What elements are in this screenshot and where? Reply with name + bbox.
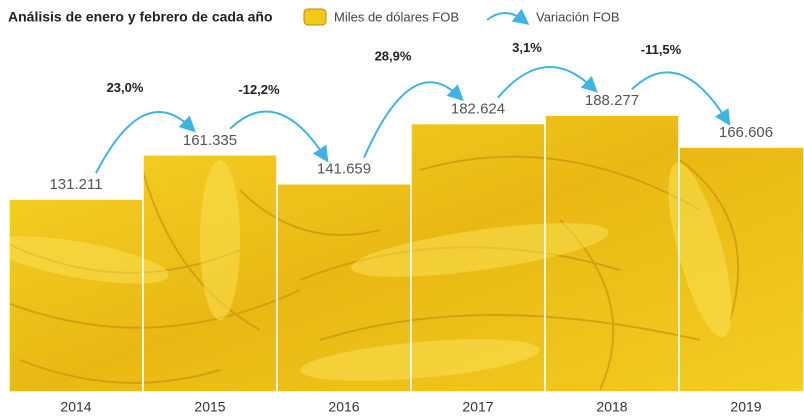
variation-arrow (497, 66, 598, 99)
value-label: 161.335 (183, 132, 237, 149)
x-tick-label: 2015 (194, 399, 225, 415)
value-label: 182.624 (451, 101, 505, 118)
variation-arrow (229, 110, 329, 163)
x-tick-label: 2014 (60, 399, 91, 415)
value-label: 131.211 (49, 176, 102, 193)
variation-arrow (631, 71, 731, 126)
value-label: 141.659 (317, 161, 371, 178)
legend-swatch (486, 8, 530, 25)
bar (276, 183, 412, 393)
x-tick-label: 2017 (462, 399, 493, 415)
chart-title: Análisis de enero y febrero de cada año (8, 9, 273, 25)
variation-label: -12,2% (238, 82, 280, 97)
value-label: 166.606 (719, 124, 773, 141)
x-tick-label: 2018 (596, 399, 627, 415)
variation-label: 28,9% (375, 48, 412, 63)
bar (142, 154, 278, 393)
variation-label: 23,0% (107, 80, 144, 95)
bar (410, 122, 546, 393)
variation-label: -11,5% (641, 42, 682, 57)
x-tick-label: 2019 (730, 399, 761, 415)
x-tick-label: 2016 (328, 399, 359, 415)
legend: Miles de dólares FOB Variación FOB (303, 8, 620, 26)
variation-label: 3,1% (512, 40, 542, 55)
bar (544, 114, 680, 393)
variation-arrow (95, 111, 196, 174)
legend-label: Variación FOB (536, 9, 620, 24)
bar (678, 146, 804, 393)
variation-arrow (363, 81, 464, 159)
bar (8, 198, 144, 393)
value-label: 188.277 (585, 92, 639, 109)
legend-label: Miles de dólares FOB (334, 9, 459, 24)
legend-swatch (303, 8, 327, 26)
